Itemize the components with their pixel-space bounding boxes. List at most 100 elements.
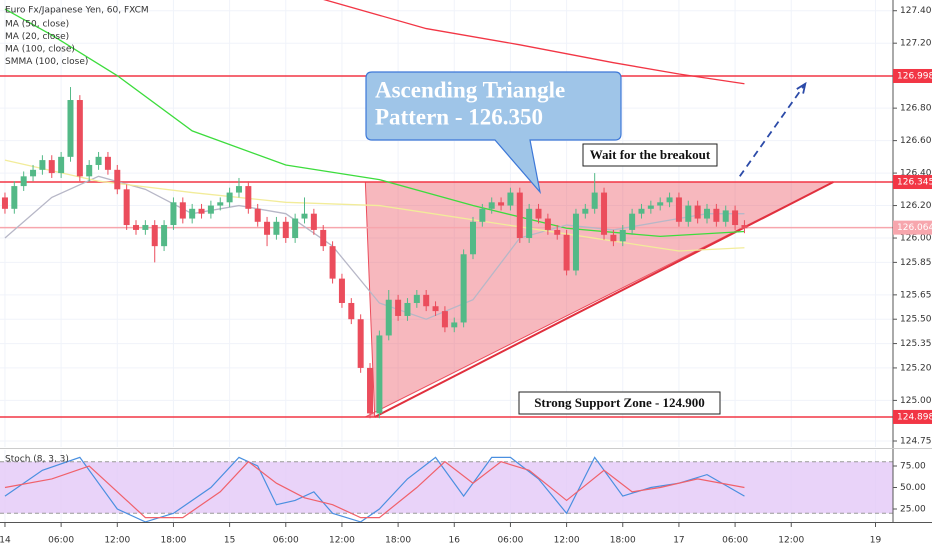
arrow-head [796,81,807,94]
level-tag [893,220,932,235]
chart-title: Euro Fx/Japanese Yen, 60, FXCM [5,6,149,16]
x-tick-label: 18:00 [610,536,636,546]
support-trendline [374,181,834,418]
candle-body [58,156,65,174]
candle-body [732,210,739,226]
level-tag [893,409,932,424]
candle-body [235,186,242,193]
level-label: 124.898 [897,412,932,422]
candle-body [151,225,158,247]
candle-body [535,208,542,219]
stoch-line [4,460,745,519]
candle-body [338,278,345,303]
stoch-tick-label: 50.00 [900,483,926,493]
candle-body [320,229,327,247]
legend-item: MA (50, close) [5,20,69,30]
y-tick-label: 126.000 [900,234,932,244]
level-label: 126.345 [897,178,932,188]
candle-body [86,164,93,177]
level-label: 126.064 [897,223,932,233]
candle-body [675,197,682,222]
candle-body [722,210,729,222]
legend-item: SMMA (100, close) [5,57,88,67]
x-tick-label: 14 [0,536,11,546]
y-tick-label: 126.600 [900,136,932,146]
candle-body [404,302,411,316]
candle-body [629,213,636,230]
candle-body [704,208,711,219]
candle-body [376,335,383,414]
candle-body [526,208,533,239]
x-tick-label: 12:00 [778,536,804,546]
y-tick-label: 126.800 [900,104,932,114]
x-tick-label: 06:00 [497,536,523,546]
candle-body [713,208,720,222]
note-text: Wait for the breakout [590,147,711,162]
candle-body [441,311,448,328]
candle-body [554,229,561,235]
y-tick-label: 126.400 [900,169,932,179]
legend-item: MA (100, close) [5,45,75,55]
x-tick-label: 06:00 [48,536,74,546]
candle-body [367,367,374,414]
note-text: Strong Support Zone - 124.900 [534,395,705,410]
price-axis-bg [893,0,932,550]
x-tick-label: 16 [449,536,461,546]
candle-body [1,197,8,209]
candle-body [451,322,458,328]
y-tick-label: 125.000 [900,396,932,406]
candle-body [741,225,748,229]
candle-body [329,246,336,279]
candle-body [507,192,514,206]
ma-line [323,0,745,85]
candle-body [666,197,673,203]
x-tick-label: 12:00 [104,536,130,546]
candle-body [170,202,177,226]
level-label: 126.998 [897,71,932,81]
note-box [582,143,718,167]
x-tick-label: 18:00 [385,536,411,546]
x-tick-label: 15 [224,536,235,546]
candle-body [226,192,233,203]
candle-body [572,213,579,271]
candle-body [395,299,402,316]
candle-body [142,225,149,230]
candle-body [254,208,261,222]
stoch-tick-label: 25.00 [900,505,926,515]
x-tick-label: 12:00 [554,536,580,546]
candle-body [67,100,74,157]
callout-box [365,71,622,195]
candle-body [189,208,196,219]
candle-body [207,205,214,214]
price-pane [0,0,893,447]
legend-item: MA (20, close) [5,32,69,42]
candle-body [432,306,439,312]
candle-body [161,225,168,247]
callout-text: Pattern - 126.350 [375,104,543,129]
candle-body [619,229,626,242]
candle-body [104,156,111,170]
overlay: Stoch (8, 3, 3) Euro Fx/Japanese Yen, 60,… [5,6,721,465]
candle-body [245,186,252,209]
stoch-pane [0,450,893,522]
candle-body [479,208,486,222]
x-tick-label: 19 [870,536,882,546]
candle-body [685,205,692,222]
ma-line [4,159,745,252]
candle-body [647,205,654,209]
candle-body [591,192,598,209]
candle-body [301,213,308,219]
candle-body [638,208,645,214]
candle-body [423,294,430,307]
candle-body [488,202,495,209]
candle-body [292,218,299,239]
candle-body [123,189,130,226]
candle-body [273,221,280,235]
candle-body [11,186,18,209]
candle-body [95,156,102,165]
candle-body [516,192,523,239]
candle-body [20,176,27,187]
y-tick-label: 125.200 [900,363,932,373]
stoch-title: Stoch (8, 3, 3) [5,455,69,465]
